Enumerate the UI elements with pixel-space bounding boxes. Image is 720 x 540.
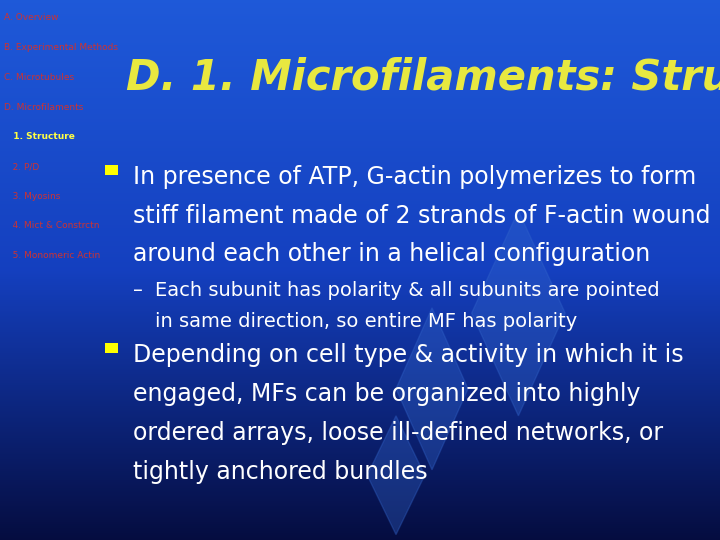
Text: ordered arrays, loose ill-defined networks, or: ordered arrays, loose ill-defined networ… [133,421,663,444]
Text: 5. Monomeric Actin: 5. Monomeric Actin [4,251,100,260]
Text: Each subunit has polarity & all subunits are pointed: Each subunit has polarity & all subunits… [155,281,660,300]
Text: 1. Structure: 1. Structure [4,132,74,141]
Text: –: – [133,281,143,300]
FancyBboxPatch shape [105,343,118,353]
Text: A. Overview: A. Overview [4,14,58,23]
Text: D. 1. Microfilaments: Structure: D. 1. Microfilaments: Structure [126,57,720,99]
Text: B. Experimental Methods: B. Experimental Methods [4,43,117,52]
Text: C. Microtubules: C. Microtubules [4,73,73,82]
Text: tightly anchored bundles: tightly anchored bundles [133,460,428,483]
Polygon shape [396,308,468,470]
Text: Depending on cell type & activity in which it is: Depending on cell type & activity in whi… [133,343,684,367]
Polygon shape [367,416,425,535]
Text: engaged, MFs can be organized into highly: engaged, MFs can be organized into highl… [133,382,641,406]
Text: 2. P/D: 2. P/D [4,162,39,171]
Text: 3. Myosins: 3. Myosins [4,192,60,201]
Text: in same direction, so entire MF has polarity: in same direction, so entire MF has pola… [155,312,577,331]
Text: 4. Mict & Constrctn: 4. Mict & Constrctn [4,221,99,231]
Text: In presence of ATP, G-actin polymerizes to form: In presence of ATP, G-actin polymerizes … [133,165,696,188]
Text: D. Microfilaments: D. Microfilaments [4,103,83,112]
Polygon shape [472,211,565,416]
FancyBboxPatch shape [105,165,118,175]
Text: around each other in a helical configuration: around each other in a helical configura… [133,242,650,266]
Text: stiff filament made of 2 strands of F-actin wound: stiff filament made of 2 strands of F-ac… [133,204,711,227]
